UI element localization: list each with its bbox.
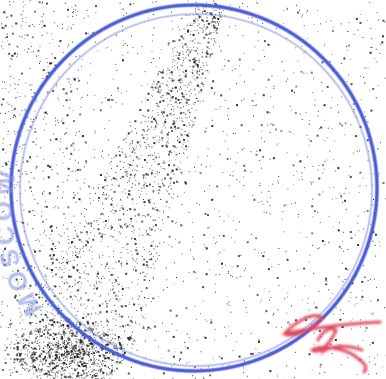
signature-stroke <box>320 344 364 354</box>
stamp-outer-ring <box>9 3 379 373</box>
signature <box>282 314 382 374</box>
stamp-text: MOSCOW <box>0 165 48 321</box>
signature-stroke <box>282 314 382 337</box>
signature-stroke <box>310 327 368 374</box>
stamp-inner-ring <box>19 13 373 367</box>
